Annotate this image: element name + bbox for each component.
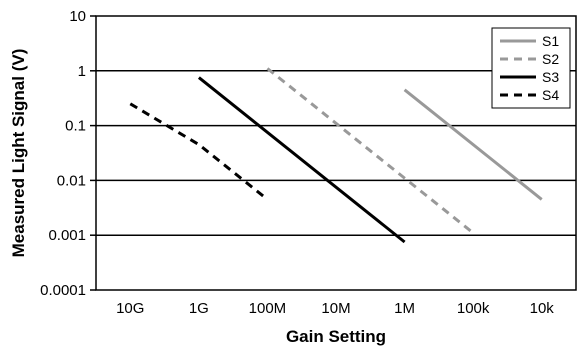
legend-label-s1: S1: [542, 33, 559, 49]
legend-label-s3: S3: [542, 69, 559, 85]
series-line-s1: [403, 88, 543, 201]
y-tick-label: 1: [78, 63, 86, 80]
y-axis-title: Measured Light Signal (V): [9, 49, 28, 258]
legend-label-s4: S4: [542, 87, 559, 103]
legend-label-s2: S2: [542, 51, 559, 67]
series-line-s2: [266, 67, 475, 235]
x-tick-label: 10k: [530, 300, 555, 317]
legend: S1 S2 S3 S4: [491, 27, 571, 109]
series-line-s3: [197, 76, 406, 244]
x-axis-tick-labels: 10G 1G 100M 10M 1M 100k 10k: [116, 300, 554, 317]
y-tick-label: 0.0001: [40, 282, 86, 299]
x-tick-label: 10G: [116, 300, 144, 317]
x-axis-title: Gain Setting: [286, 327, 386, 346]
x-tick-label: 1M: [394, 300, 415, 317]
y-tick-label: 0.001: [48, 227, 86, 244]
y-axis-tick-labels: 10 1 0.1 0.01 0.001 0.0001: [40, 8, 86, 299]
y-tick-label: 0.1: [65, 118, 86, 135]
series-lines: [129, 67, 543, 244]
x-tick-label: 10M: [321, 300, 350, 317]
x-tick-label: 1G: [189, 300, 209, 317]
legend-items: S1 S2 S3 S4: [500, 33, 559, 103]
x-tick-label: 100k: [457, 300, 490, 317]
series-line-s4: [129, 102, 269, 201]
plot-area: [95, 15, 577, 291]
x-tick-label: 100M: [249, 300, 287, 317]
y-tick-label: 10: [69, 8, 86, 25]
y-tick-label: 0.01: [57, 172, 86, 189]
